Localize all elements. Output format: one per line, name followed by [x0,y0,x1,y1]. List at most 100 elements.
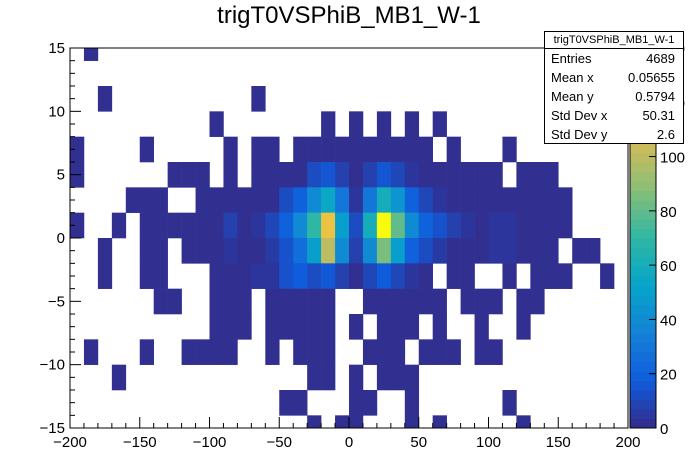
heatmap-cell [432,288,447,315]
heatmap-cell [251,136,266,163]
heatmap-cell [209,263,224,289]
heatmap-cell [321,162,336,188]
heatmap-cell [279,238,294,264]
heatmap-cell [530,212,545,239]
heatmap-cell [376,136,392,163]
y-tick-label: −15 [40,420,65,437]
chart-title: trigT0VSPhiB_MB1_W-1 [217,2,481,29]
stats-value: 0.5794 [635,89,675,104]
colorbar-segment [630,190,656,201]
heatmap-cell [265,212,280,239]
heatmap-cell [265,339,280,365]
colorbar-segment [630,228,656,239]
heatmap-cell [390,162,406,188]
heatmap-cell [279,263,294,289]
colorbar-segment [630,238,656,248]
heatmap-cell [293,162,308,188]
heatmap-cell [446,162,461,188]
heatmap-cell [111,212,127,239]
heatmap-cell [293,314,308,340]
heatmap-cell [307,314,322,340]
heatmap-cell [223,212,238,239]
heatmap-cell [223,339,238,365]
colorbar-segment [630,143,656,153]
x-tick-label: −150 [123,434,157,451]
stats-row-mean-x: Mean x 0.05655 [545,68,683,87]
heatmap-cell [390,339,406,365]
heatmap-cell [530,187,545,213]
heatmap-cell [349,415,364,428]
heatmap-cell [167,162,182,188]
heatmap-cell [362,212,378,239]
heatmap-cell [488,187,503,213]
colorbar-segment [630,247,656,258]
heatmap-cell [349,136,364,163]
heatmap-cell [209,187,224,213]
heatmap-cell [544,162,559,188]
heatmap-cell [195,212,210,239]
heatmap-cell [237,263,252,289]
heatmap-cell [293,263,308,289]
colorbar-segment [630,181,656,191]
heatmap-cell [349,187,364,213]
heatmap-cell [139,136,154,163]
heatmap-cell [460,288,475,315]
heatmap-cell [432,415,447,428]
heatmap-cell [376,339,392,365]
heatmap-cell [265,288,280,315]
heatmap-cell [349,263,364,289]
heatmap-cell [167,212,182,239]
heatmap-cell [460,238,475,264]
heatmap-cell [376,364,392,391]
heatmap-cell [307,212,322,239]
y-tick-label: −5 [48,293,65,310]
colorbar-segment [630,209,656,220]
stats-label: Std Dev y [551,127,608,142]
heatmap-cell [390,263,406,289]
heatmap-cell [251,212,266,239]
colorbar-segment [630,162,656,172]
heatmap-cell [404,136,420,163]
stats-row-std-y: Std Dev y 2.6 [545,125,683,144]
heatmap-cell [432,314,447,340]
x-tick-label: 50 [410,434,427,451]
colorbar-segment [630,361,656,372]
heatmap-cell [349,111,364,137]
heatmap-cell [404,187,420,213]
heatmap-cell [404,238,420,264]
colorbar-segment [630,266,656,277]
heatmap-cell [153,212,168,239]
colorbar-segment [630,333,656,343]
heatmap-cell [335,187,350,213]
heatmap-cell [544,238,559,264]
colorbar-segment [630,409,656,419]
colorbar-segment [630,323,656,334]
colorbar-segment [630,219,656,229]
heatmap-cell [390,212,406,239]
heatmap-cell [446,238,461,264]
heatmap-cell [195,187,210,213]
heatmap-cell [390,288,406,315]
stats-row-std-x: Std Dev x 50.31 [545,106,683,125]
heatmap-cell [321,288,336,315]
heatmap-cell [335,136,350,163]
heatmap-cell [474,288,489,315]
heatmap-cell [390,136,406,163]
stats-value: 2.6 [656,127,675,142]
heatmap-cell [307,364,322,391]
heatmap-cell [502,390,517,416]
heatmap-cell [530,263,545,289]
colorbar-segment [630,295,656,305]
heatmap-cell [446,187,461,213]
heatmap-cell [265,162,280,188]
heatmap-cell [181,238,196,264]
heatmap-cell [293,212,308,239]
heatmap-cell [586,238,601,264]
colorbar-segment [630,342,656,353]
heatmap-cell [516,162,531,188]
colorbar-segment [630,314,656,324]
heatmap-cell [349,390,364,416]
heatmap-cell [335,162,350,188]
x-tick-label: 100 [476,434,501,451]
heatmap-cell [502,263,517,289]
